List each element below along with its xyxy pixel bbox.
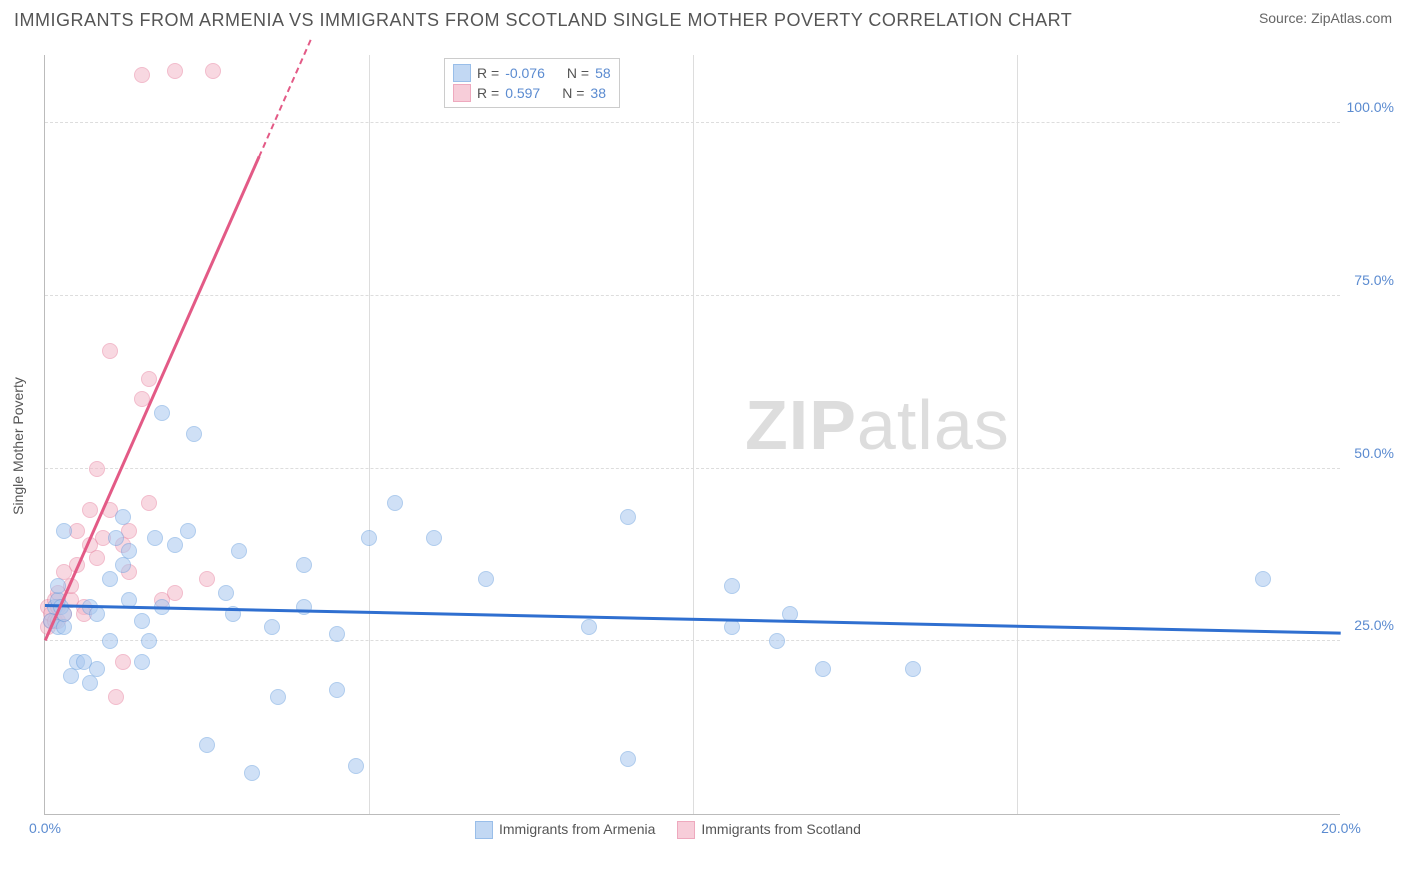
legend-r-value: -0.076	[505, 65, 545, 81]
data-point	[50, 578, 66, 594]
ytick-label: 50.0%	[1354, 445, 1394, 461]
data-point	[102, 633, 118, 649]
xtick-label: 20.0%	[1321, 820, 1361, 836]
data-point	[134, 613, 150, 629]
data-point	[121, 543, 137, 559]
correlation-legend: R = -0.076 N = 58 R = 0.597 N = 38	[444, 58, 620, 108]
trend-line	[44, 156, 260, 641]
data-point	[108, 689, 124, 705]
data-point	[205, 63, 221, 79]
ytick-label: 25.0%	[1354, 617, 1394, 633]
data-point	[89, 606, 105, 622]
legend-row: R = -0.076 N = 58	[453, 63, 611, 83]
data-point	[231, 543, 247, 559]
legend-item: Immigrants from Armenia	[475, 821, 655, 839]
data-point	[244, 765, 260, 781]
data-point	[115, 557, 131, 573]
data-point	[141, 495, 157, 511]
ytick-label: 75.0%	[1354, 272, 1394, 288]
watermark: ZIPatlas	[745, 385, 1010, 465]
legend-r-label: R =	[477, 65, 499, 81]
data-point	[186, 426, 202, 442]
data-point	[154, 405, 170, 421]
legend-r-label: R =	[477, 85, 499, 101]
legend-item: Immigrants from Scotland	[677, 821, 861, 839]
data-point	[199, 571, 215, 587]
data-point	[296, 557, 312, 573]
y-axis-label: Single Mother Poverty	[10, 377, 26, 515]
data-point	[82, 502, 98, 518]
source-name: ZipAtlas.com	[1311, 10, 1392, 26]
data-point	[141, 371, 157, 387]
legend-series-label: Immigrants from Armenia	[499, 821, 655, 837]
data-point	[56, 619, 72, 635]
legend-row: R = 0.597 N = 38	[453, 83, 611, 103]
legend-swatch	[453, 64, 471, 82]
trend-line	[258, 39, 312, 157]
data-point	[218, 585, 234, 601]
data-point	[180, 523, 196, 539]
data-point	[620, 751, 636, 767]
data-point	[56, 523, 72, 539]
source-prefix: Source:	[1259, 10, 1311, 26]
data-point	[620, 509, 636, 525]
chart-source: Source: ZipAtlas.com	[1259, 10, 1392, 26]
data-point	[1255, 571, 1271, 587]
data-point	[82, 675, 98, 691]
data-point	[348, 758, 364, 774]
data-point	[724, 619, 740, 635]
data-point	[581, 619, 597, 635]
data-point	[89, 550, 105, 566]
data-point	[387, 495, 403, 511]
legend-r-value: 0.597	[505, 85, 540, 101]
data-point	[89, 661, 105, 677]
data-point	[329, 626, 345, 642]
data-point	[270, 689, 286, 705]
legend-n-value: 38	[590, 85, 606, 101]
data-point	[134, 67, 150, 83]
data-point	[102, 343, 118, 359]
data-point	[264, 619, 280, 635]
data-point	[63, 668, 79, 684]
data-point	[905, 661, 921, 677]
data-point	[147, 530, 163, 546]
data-point	[102, 571, 118, 587]
data-point	[724, 578, 740, 594]
xtick-label: 0.0%	[29, 820, 61, 836]
legend-swatch	[677, 821, 695, 839]
data-point	[89, 461, 105, 477]
data-point	[361, 530, 377, 546]
legend-swatch	[453, 84, 471, 102]
gridline-v	[693, 55, 694, 814]
ytick-label: 100.0%	[1347, 99, 1394, 115]
chart-title: IMMIGRANTS FROM ARMENIA VS IMMIGRANTS FR…	[14, 10, 1072, 31]
data-point	[134, 654, 150, 670]
legend-series-label: Immigrants from Scotland	[701, 821, 861, 837]
data-point	[115, 654, 131, 670]
legend-n-label: N =	[567, 65, 589, 81]
legend-swatch	[475, 821, 493, 839]
series-legend: Immigrants from Armenia Immigrants from S…	[475, 821, 861, 839]
data-point	[815, 661, 831, 677]
data-point	[108, 530, 124, 546]
gridline-v	[369, 55, 370, 814]
data-point	[329, 682, 345, 698]
data-point	[296, 599, 312, 615]
data-point	[167, 537, 183, 553]
data-point	[426, 530, 442, 546]
chart-header: IMMIGRANTS FROM ARMENIA VS IMMIGRANTS FR…	[14, 10, 1392, 31]
data-point	[115, 509, 131, 525]
data-point	[167, 63, 183, 79]
data-point	[478, 571, 494, 587]
legend-n-label: N =	[562, 85, 584, 101]
data-point	[199, 737, 215, 753]
data-point	[167, 585, 183, 601]
scatter-chart: 25.0%50.0%75.0%100.0%0.0%20.0%ZIPatlasR …	[44, 55, 1340, 815]
legend-n-value: 58	[595, 65, 611, 81]
data-point	[769, 633, 785, 649]
data-point	[141, 633, 157, 649]
gridline-v	[1017, 55, 1018, 814]
